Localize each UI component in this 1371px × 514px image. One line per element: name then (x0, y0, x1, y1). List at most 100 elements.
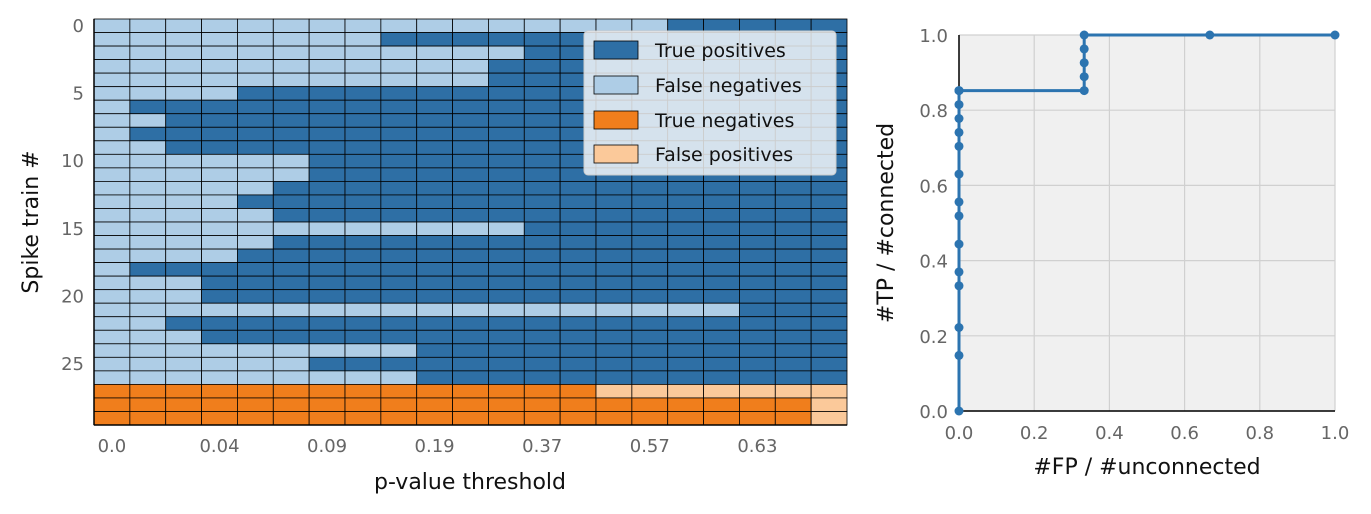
roc-point (954, 323, 964, 332)
heatmap-cell (667, 289, 704, 304)
heatmap-cell (165, 275, 202, 291)
heatmap-cell (774, 221, 812, 236)
roc-point (954, 211, 964, 221)
heatmap-x-axis-label: p-value threshold (374, 470, 566, 495)
heatmap-cell (165, 262, 202, 277)
heatmap-cell (93, 329, 131, 345)
roc-point (954, 169, 964, 179)
heatmap-cell (93, 180, 131, 196)
heatmap-cell (488, 383, 525, 399)
heatmap-cell (523, 235, 561, 250)
heatmap-cell (488, 126, 525, 142)
heatmap-cell (416, 18, 453, 33)
roc-point (1079, 44, 1089, 54)
heatmap-cell (416, 289, 453, 304)
legend-frame (583, 30, 837, 176)
heatmap-cell (201, 167, 238, 182)
heatmap-cell (201, 153, 238, 169)
heatmap-cell (201, 275, 238, 291)
heatmap-cell (237, 235, 274, 250)
heatmap-cell (380, 72, 418, 88)
heatmap-cell (201, 248, 238, 264)
heatmap-cell (380, 275, 418, 291)
roc-x-tick-label: 0.4 (1095, 423, 1124, 444)
heatmap-cell (523, 302, 561, 318)
heatmap-cell (523, 72, 561, 88)
roc-x-axis-label: #FP / #unconnected (1033, 455, 1260, 480)
heatmap-cell (308, 370, 346, 385)
heatmap-cell (595, 397, 633, 412)
roc-y-axis-label: #TP / #connected (874, 123, 899, 323)
heatmap-cell (631, 302, 669, 318)
heatmap-cell (667, 411, 704, 426)
heatmap-cell (523, 140, 561, 155)
heatmap-cell (559, 221, 597, 236)
heatmap-cell (272, 275, 310, 291)
heatmap-cell (237, 126, 274, 142)
heatmap-cell (739, 383, 776, 399)
heatmap-cell (488, 140, 525, 155)
heatmap-cell (595, 275, 633, 291)
heatmap-cell (523, 343, 561, 358)
heatmap-cell (452, 383, 489, 399)
heatmap-cell (380, 140, 418, 155)
heatmap-cell (703, 180, 740, 196)
heatmap-cell (237, 370, 274, 385)
heatmap-cell (631, 356, 669, 372)
heatmap-cell (416, 411, 453, 426)
heatmap-cell (237, 397, 274, 412)
heatmap-cell (810, 194, 848, 209)
heatmap-cell (93, 343, 131, 358)
heatmap-cell (201, 99, 238, 115)
heatmap-cell (559, 316, 597, 331)
heatmap-cell (237, 86, 274, 101)
heatmap-cell (488, 275, 525, 291)
heatmap-cell (344, 316, 382, 331)
heatmap-cell (488, 72, 525, 88)
heatmap-cell (272, 316, 310, 331)
heatmap-cell (452, 302, 489, 318)
heatmap-cell (774, 356, 812, 372)
heatmap-y-tick-label: 5 (73, 83, 84, 104)
heatmap-cell (237, 343, 274, 358)
heatmap-cell (380, 329, 418, 345)
heatmap-cell (416, 99, 453, 115)
heatmap-cell (595, 329, 633, 345)
heatmap-cell (416, 167, 453, 182)
heatmap-cell (774, 235, 812, 250)
heatmap-cell (237, 275, 274, 291)
heatmap-cell (165, 221, 202, 236)
heatmap-cell (703, 329, 740, 345)
heatmap-cell (523, 153, 561, 169)
heatmap-cell (165, 59, 202, 74)
heatmap-cell (774, 194, 812, 209)
heatmap-cell (774, 262, 812, 277)
heatmap-cell (380, 59, 418, 74)
heatmap-cell (416, 302, 453, 318)
heatmap-cell (201, 86, 238, 101)
heatmap-cell (380, 221, 418, 236)
heatmap-cell (810, 329, 848, 345)
heatmap-cell (416, 45, 453, 60)
legend-label-true-negatives: True negatives (654, 110, 794, 132)
heatmap-cell (129, 235, 167, 250)
heatmap-cell (380, 180, 418, 196)
heatmap-cell (308, 18, 346, 33)
heatmap-cell (237, 140, 274, 155)
heatmap-cell (739, 221, 776, 236)
heatmap-cell (595, 316, 633, 331)
heatmap-cell (129, 59, 167, 74)
heatmap-cell (272, 289, 310, 304)
legend-label-false-positives: False positives (655, 144, 793, 166)
heatmap-cell (308, 248, 346, 264)
heatmap-cell (272, 140, 310, 155)
roc-point (954, 141, 964, 151)
heatmap-cell (595, 356, 633, 372)
heatmap-cell (452, 45, 489, 60)
heatmap-cell (774, 275, 812, 291)
legend-swatch-true-negatives (593, 110, 639, 130)
heatmap-cell (595, 383, 633, 399)
heatmap-cell (237, 99, 274, 115)
heatmap-cell (703, 383, 740, 399)
heatmap-cell (165, 32, 202, 47)
